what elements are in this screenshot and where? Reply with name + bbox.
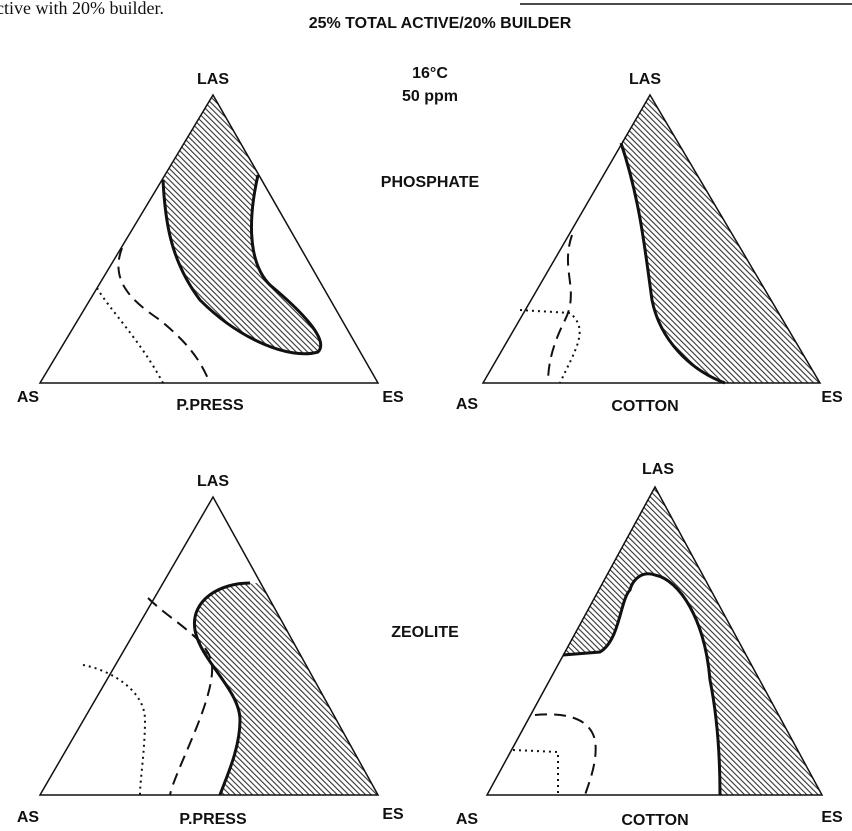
vertex-label: ES (382, 806, 404, 823)
vertex-label: ES (821, 809, 843, 826)
fabric-label: COTTON (621, 812, 688, 829)
vertex-label: ES (382, 389, 404, 406)
vertex-label: AS (17, 809, 40, 826)
builder-label: PHOSPHATE (381, 174, 480, 191)
vertex-label: LAS (629, 71, 661, 88)
fabric-label: P.PRESS (179, 811, 247, 828)
ternary-panel: LAS AS ES COTTON (456, 71, 843, 415)
fabric-label: COTTON (611, 398, 678, 415)
condition: 16°C (412, 65, 448, 82)
vertex-label: ES (821, 389, 843, 406)
caption-fragment: ctive with 20% builder. (0, 0, 164, 18)
vertex-label: AS (17, 389, 40, 406)
vertex-label: AS (456, 396, 479, 413)
vertex-label: LAS (197, 71, 229, 88)
ternary-panel: LAS AS ES P.PRESS (17, 71, 404, 414)
vertex-label: LAS (197, 473, 229, 490)
vertex-label: LAS (642, 461, 674, 478)
vertex-label: AS (456, 811, 479, 828)
builder-label: ZEOLITE (391, 624, 459, 641)
condition: 50 ppm (402, 88, 458, 105)
ternary-panel: LAS AS ES P.PRESS (17, 473, 404, 828)
ternary-panel: LAS AS ES COTTON (456, 461, 843, 829)
fabric-label: P.PRESS (176, 397, 244, 414)
figure-title: 25% TOTAL ACTIVE/20% BUILDER (309, 15, 572, 32)
